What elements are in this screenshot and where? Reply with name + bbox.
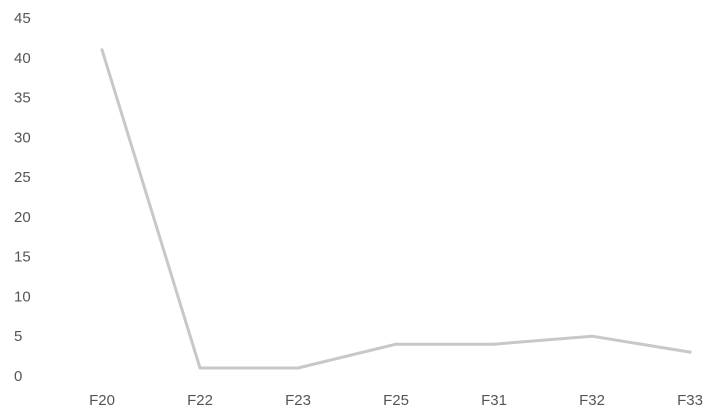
data-point	[688, 350, 692, 354]
y-tick-label: 30	[14, 129, 31, 146]
x-tick-label: F23	[285, 392, 311, 409]
x-tick-label: F20	[89, 392, 115, 409]
y-tick-label: 35	[14, 90, 31, 107]
x-axis-labels: F20 F22 F23 F25 F31 F32 F33	[89, 392, 703, 409]
data-point	[492, 342, 496, 346]
data-point	[198, 366, 202, 370]
plot-area	[100, 48, 692, 370]
y-tick-label: 0	[14, 368, 22, 385]
y-axis-labels: 0 5 10 15 20 25 30 35 40 45	[14, 10, 31, 385]
data-point	[296, 366, 300, 370]
y-tick-label: 10	[14, 288, 31, 305]
x-tick-label: F31	[481, 392, 507, 409]
y-tick-label: 5	[14, 328, 22, 345]
data-point	[590, 334, 594, 338]
x-tick-label: F33	[677, 392, 703, 409]
series-line	[100, 48, 692, 370]
data-point	[394, 342, 398, 346]
y-tick-label: 25	[14, 169, 31, 186]
data-point	[100, 48, 104, 52]
y-tick-label: 40	[14, 50, 31, 67]
x-tick-label: F22	[187, 392, 213, 409]
y-tick-label: 15	[14, 249, 31, 266]
x-tick-label: F32	[579, 392, 605, 409]
x-tick-label: F25	[383, 392, 409, 409]
y-tick-label: 45	[14, 10, 31, 27]
y-tick-label: 20	[14, 209, 31, 226]
